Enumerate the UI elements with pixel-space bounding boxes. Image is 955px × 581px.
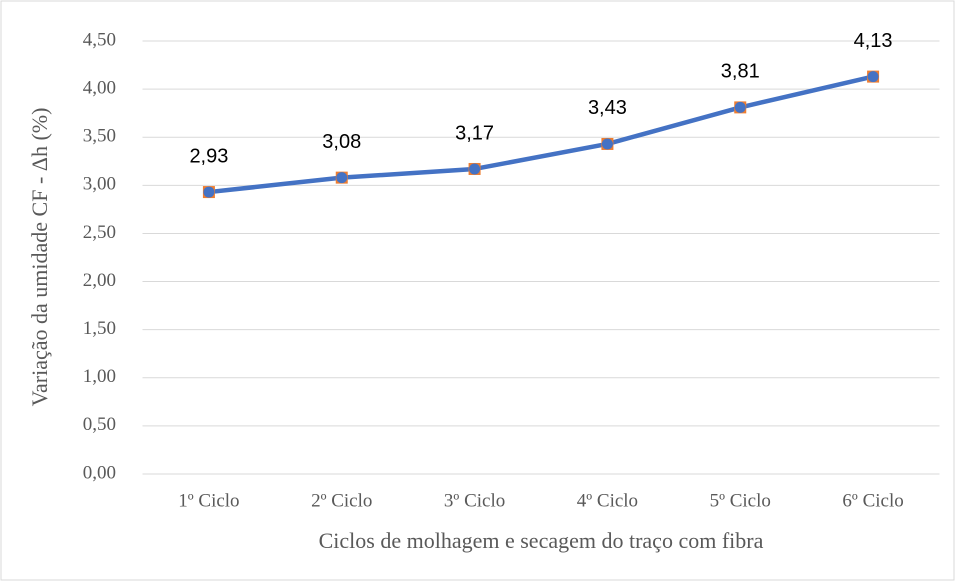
data-label: 3,43 — [588, 97, 627, 119]
data-label: 4,13 — [854, 30, 893, 52]
marker — [867, 71, 879, 83]
marker — [336, 172, 348, 184]
data-label: 3,17 — [455, 122, 494, 144]
y-tick-label: 0,50 — [83, 414, 116, 435]
data-label: 3,81 — [721, 61, 760, 83]
x-tick-label: 5º Ciclo — [710, 490, 771, 511]
line — [206, 74, 876, 195]
x-tick-label: 4º Ciclo — [577, 490, 638, 511]
y-tick-label: 2,00 — [83, 270, 116, 291]
x-axis-title: Ciclos de molhagem e secagem do traço co… — [319, 528, 764, 553]
y-tick-label: 4,00 — [83, 77, 116, 98]
data-label: 2,93 — [189, 145, 228, 167]
x-tick-label: 3º Ciclo — [444, 490, 505, 511]
y-tick-label: 0,00 — [83, 462, 116, 483]
y-tick-label: 3,00 — [83, 174, 116, 195]
data-label: 3,08 — [322, 131, 361, 153]
y-tick-label: 1,50 — [83, 318, 116, 339]
y-tick-label: 3,50 — [83, 126, 116, 147]
marker — [203, 186, 215, 198]
y-tick-label: 2,50 — [83, 222, 116, 243]
x-tick-label: 2º Ciclo — [311, 490, 372, 511]
x-tick-label: 6º Ciclo — [842, 490, 903, 511]
y-tick-label: 4,50 — [83, 29, 116, 50]
marker — [469, 163, 481, 175]
y-tick-label: 1,00 — [83, 366, 116, 387]
y-axis-title: Variação da umidade CF - Δh (%) — [27, 108, 52, 407]
x-tick-label: 1º Ciclo — [178, 490, 239, 511]
marker — [601, 138, 613, 150]
marker — [734, 101, 746, 113]
